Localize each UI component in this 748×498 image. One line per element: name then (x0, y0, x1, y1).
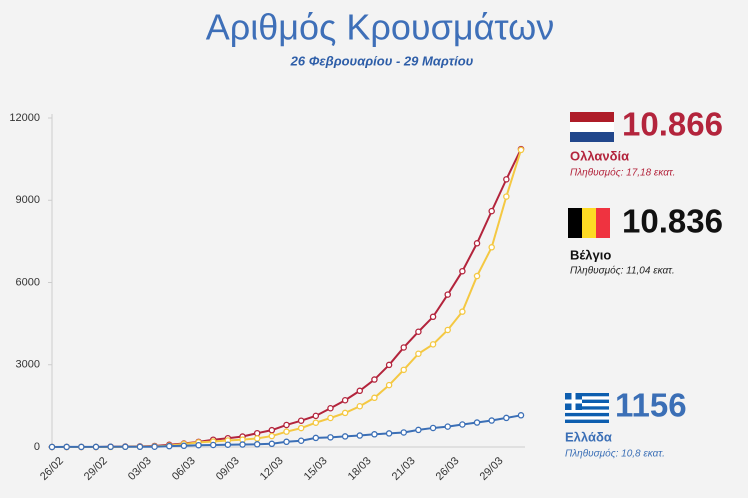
point (459, 421, 466, 428)
point (312, 412, 320, 420)
point (400, 344, 407, 351)
point (356, 432, 364, 439)
point (503, 176, 510, 183)
point (268, 426, 276, 434)
point (122, 443, 129, 451)
point (341, 433, 349, 440)
point (415, 350, 422, 358)
point (459, 308, 466, 315)
flag-netherlands (570, 112, 614, 142)
point (283, 428, 290, 435)
point (92, 443, 100, 451)
point (297, 424, 305, 432)
point (78, 443, 85, 451)
point (253, 435, 261, 442)
flag-belgium (568, 208, 610, 238)
population-note: Πληθυσμός: 17,18 εκατ. (570, 167, 675, 179)
point (239, 441, 246, 448)
point (136, 443, 144, 451)
point (415, 426, 422, 434)
point (48, 443, 56, 451)
point (444, 423, 451, 430)
point (341, 397, 349, 404)
point (400, 366, 407, 374)
population-note: Πληθυσμός: 11,04 εκατ. (570, 265, 675, 277)
point (473, 272, 481, 280)
chart-subtitle: 26 Φεβρουαρίου - 29 Μαρτίου (290, 53, 474, 68)
point (517, 412, 525, 419)
chart-title: Αριθμός Κρουσμάτων (206, 7, 554, 48)
point (444, 291, 451, 298)
point (385, 361, 393, 369)
y-tick-label: 0 (34, 441, 40, 453)
point (473, 240, 481, 247)
point (415, 328, 422, 335)
y-tick-label: 6000 (16, 276, 40, 288)
point (356, 403, 364, 410)
point (283, 438, 290, 446)
point (209, 441, 217, 449)
y-tick-label: 12000 (9, 112, 40, 124)
point (473, 419, 481, 426)
point (151, 443, 158, 451)
point (107, 443, 114, 451)
point (503, 414, 510, 422)
point (253, 429, 261, 437)
point (503, 193, 510, 200)
point (400, 429, 407, 436)
point (429, 313, 437, 321)
point (429, 341, 437, 348)
legend-label: Βέλγιο (570, 247, 611, 262)
point (385, 381, 393, 389)
point (297, 437, 305, 444)
point (63, 443, 70, 451)
point (312, 434, 320, 442)
point (356, 387, 364, 395)
y-tick-label: 9000 (16, 194, 40, 206)
point (371, 431, 378, 438)
point (297, 417, 305, 424)
point (312, 419, 320, 426)
legend-label: Ελλάδα (565, 429, 612, 444)
point (327, 414, 334, 422)
point (488, 417, 495, 424)
point (488, 207, 495, 215)
point (488, 244, 495, 251)
point (283, 421, 290, 429)
point (429, 424, 437, 432)
point (444, 326, 451, 334)
flag-greece (565, 393, 609, 423)
point (459, 267, 466, 275)
point (224, 441, 232, 448)
point (517, 146, 525, 154)
point (165, 442, 173, 450)
point (268, 432, 276, 440)
point (385, 430, 393, 437)
point (371, 376, 378, 383)
population-note: Πληθυσμός: 10,8 εκατ. (565, 448, 665, 460)
point (195, 441, 202, 449)
point (253, 441, 261, 448)
point (327, 405, 334, 412)
legend-label: Ολλανδία (570, 148, 629, 163)
point (180, 442, 188, 450)
series-total: 1156 (615, 387, 687, 424)
point (371, 394, 378, 402)
series-total: 10.866 (622, 106, 723, 143)
y-tick-label: 3000 (16, 359, 40, 371)
point (327, 434, 334, 441)
point (268, 440, 276, 448)
point (341, 409, 349, 417)
series-total: 10.836 (622, 203, 723, 240)
